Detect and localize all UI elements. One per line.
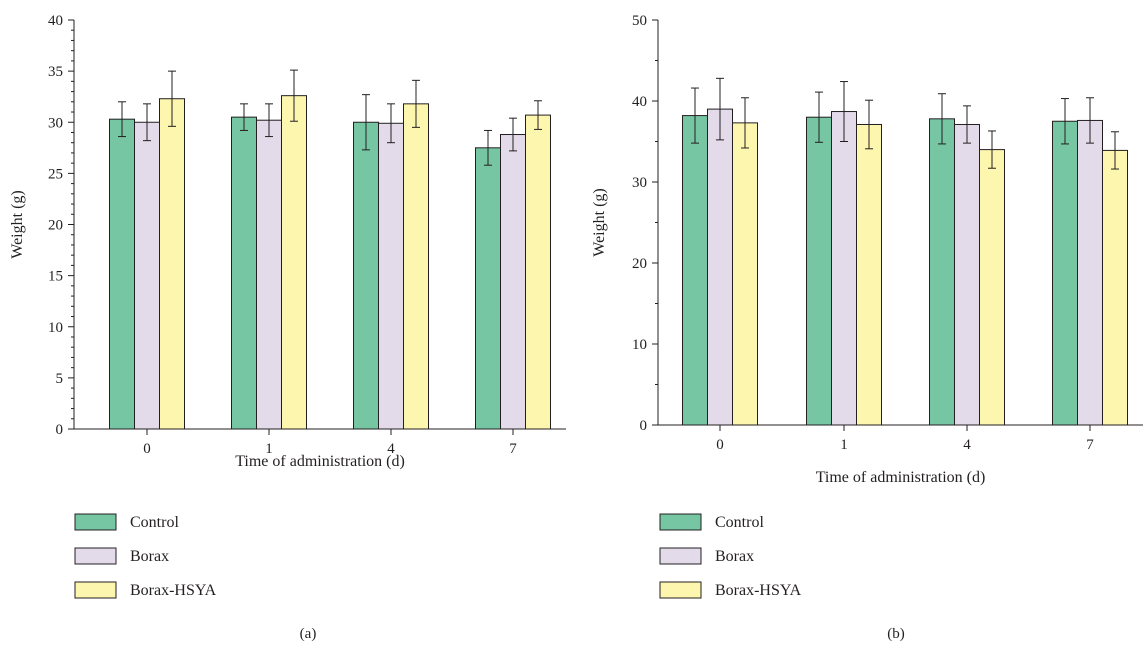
panel-b-bar-control-7	[1052, 120, 1078, 426]
panel-a-bar-borax-4	[378, 122, 404, 430]
panel-a-legend-label: Borax-HSYA	[130, 582, 217, 599]
panel-a-y-tick-label: 30	[48, 115, 63, 131]
panel-a-legend-label: Borax	[130, 548, 169, 565]
panel-a-y-tick-label: 10	[48, 320, 63, 336]
panel-a-x-axis-label: Time of administration (d)	[235, 453, 405, 470]
panel-a-x-tick-label: 7	[509, 441, 517, 457]
panel-b-bar-borax-hsya-7	[1102, 149, 1128, 426]
panel-b-bar-borax-0	[707, 108, 733, 426]
panel-a-y-tick-label: 40	[48, 13, 63, 29]
panel-b-chart: 0 10 20 30 40 50 0 1 4 7 Time of administration (d…	[591, 13, 1143, 642]
panel-a-bar-borax-hsya-7	[525, 114, 551, 430]
panel-b-x-tick-label: 7	[1086, 437, 1094, 453]
panel-b-bar-borax-7	[1077, 119, 1103, 426]
panel-b-x-tick-label: 1	[840, 437, 848, 453]
panel-b-bar-borax-4	[954, 123, 980, 426]
panel-a-bar-borax-hsya-4	[403, 103, 429, 430]
panel-a-y-tick-label: 15	[48, 269, 63, 285]
panel-b-legend-swatch-control	[659, 513, 702, 531]
panel-a-legend-swatch-control	[74, 513, 117, 531]
panel-a-x-tick-label: 1	[265, 441, 273, 457]
panel-b-bar-borax-hsya-1	[856, 123, 882, 426]
panel-a-bar-borax-1	[256, 119, 282, 430]
panel-b-y-tick-label: 20	[632, 256, 647, 272]
panel-b-legend-label: Borax-HSYA	[715, 582, 802, 599]
panel-a-bar-control-1	[231, 116, 257, 430]
panel-a-label: (a)	[300, 626, 317, 642]
panel-a-y-tick-label: 35	[48, 64, 63, 80]
panel-a-bar-borax-0	[134, 121, 160, 430]
panel-b-legend-swatch-borax-hsya	[659, 581, 702, 599]
panel-b-y-tick-label: 40	[632, 94, 647, 110]
panel-b-legend-label: Borax	[715, 548, 754, 565]
panel-b-y-tick-label: 0	[640, 418, 648, 434]
panel-a-bar-borax-hsya-1	[281, 95, 307, 430]
panel-a-x-tick-label: 4	[387, 441, 395, 457]
panel-a-legend-swatch-borax	[74, 547, 117, 565]
panel-a-legend-label: Control	[130, 514, 179, 531]
panel-a-y-tick-label: 25	[48, 166, 63, 182]
panel-b-legend-label: Control	[715, 514, 764, 531]
panel-a-bar-control-0	[109, 118, 135, 430]
panel-a-bar-control-7	[475, 147, 501, 430]
panel-b-bar-borax-1	[831, 111, 857, 426]
panel-a-y-tick-label: 0	[56, 422, 64, 438]
panel-b-bar-borax-hsya-4	[979, 149, 1005, 426]
panel-b-y-tick-label: 50	[632, 13, 647, 29]
panel-a-bar-control-4	[353, 121, 379, 430]
panel-b-y-axis-label: Weight (g)	[591, 188, 608, 256]
panel-b-bar-borax-hsya-0	[732, 122, 758, 426]
panel-a-legend-swatch-borax-hsya	[74, 581, 117, 599]
panel-a-x-tick-label: 0	[143, 441, 151, 457]
panel-b-legend-swatch-borax	[659, 547, 702, 565]
panel-a-bar-borax-hsya-0	[159, 98, 185, 430]
panel-b-label: (b)	[887, 626, 905, 642]
panel-a-chart: 0 5 10 15 20 25 30 35 40 0 1 4 7 Time of administrati…	[9, 13, 566, 642]
panel-a-y-tick-label: 20	[48, 218, 63, 234]
panel-b-x-tick-label: 4	[963, 437, 971, 453]
panel-a-y-axis-label: Weight (g)	[9, 190, 26, 258]
panel-b-bar-control-0	[682, 115, 708, 426]
panel-b-y-tick-label: 10	[632, 337, 647, 353]
panel-b-x-axis-label: Time of administration (d)	[816, 469, 986, 486]
panel-b-x-tick-label: 0	[716, 437, 724, 453]
panel-a-bar-borax-7	[500, 134, 526, 430]
panel-b-bar-control-1	[806, 116, 832, 426]
panel-b-y-tick-label: 30	[632, 175, 647, 191]
panel-b-bar-control-4	[929, 118, 955, 426]
panel-a-y-tick-label: 5	[56, 371, 64, 387]
